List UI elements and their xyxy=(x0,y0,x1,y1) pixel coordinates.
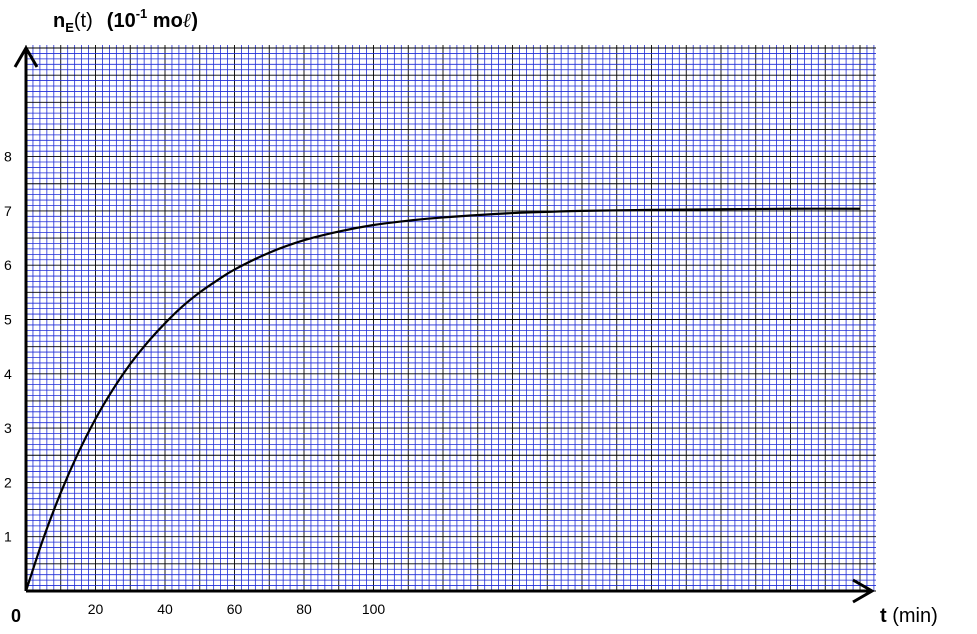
y-label-unit-close: ) xyxy=(191,10,198,32)
x-tick-label: 80 xyxy=(296,601,312,617)
y-tick-label: 4 xyxy=(4,366,12,382)
y-label-arg: (t) xyxy=(74,10,93,32)
grid xyxy=(25,45,876,592)
y-tick-label: 3 xyxy=(4,420,12,436)
y-label-unit-open: (10 xyxy=(107,10,136,32)
x-tick-label: 20 xyxy=(88,601,104,617)
y-tick-label: 6 xyxy=(4,257,12,273)
x-label-symbol: t xyxy=(880,605,887,627)
y-label-prefix: n xyxy=(53,10,65,32)
tick-labels: 20 40 60 80 100 1 2 3 4 5 6 7 8 xyxy=(4,149,385,617)
y-axis-label: nE(t) (10-1 moℓ) xyxy=(53,6,198,35)
plot-area xyxy=(26,45,876,591)
y-tick-label: 2 xyxy=(4,474,12,490)
y-axis-arrow xyxy=(13,45,39,68)
x-tick-label: 40 xyxy=(157,601,173,617)
y-label-unit-exp: -1 xyxy=(136,6,148,21)
x-axis-label: t (min) xyxy=(880,605,938,627)
y-tick-label: 5 xyxy=(4,312,12,328)
x-label-unit: (min) xyxy=(887,605,938,627)
y-label-unit-rest: mo xyxy=(147,10,183,32)
x-axis-arrow xyxy=(852,578,875,604)
origin-label: 0 xyxy=(11,606,21,626)
x-tick-label: 100 xyxy=(362,601,386,617)
y-label-unit-ell: ℓ xyxy=(183,8,192,32)
y-tick-label: 1 xyxy=(4,529,12,545)
y-label-subscript: E xyxy=(65,20,74,35)
y-tick-label: 8 xyxy=(4,149,12,165)
y-tick-label: 7 xyxy=(4,203,12,219)
series-line xyxy=(24,207,861,592)
x-tick-label: 60 xyxy=(227,601,243,617)
axes xyxy=(13,45,875,604)
